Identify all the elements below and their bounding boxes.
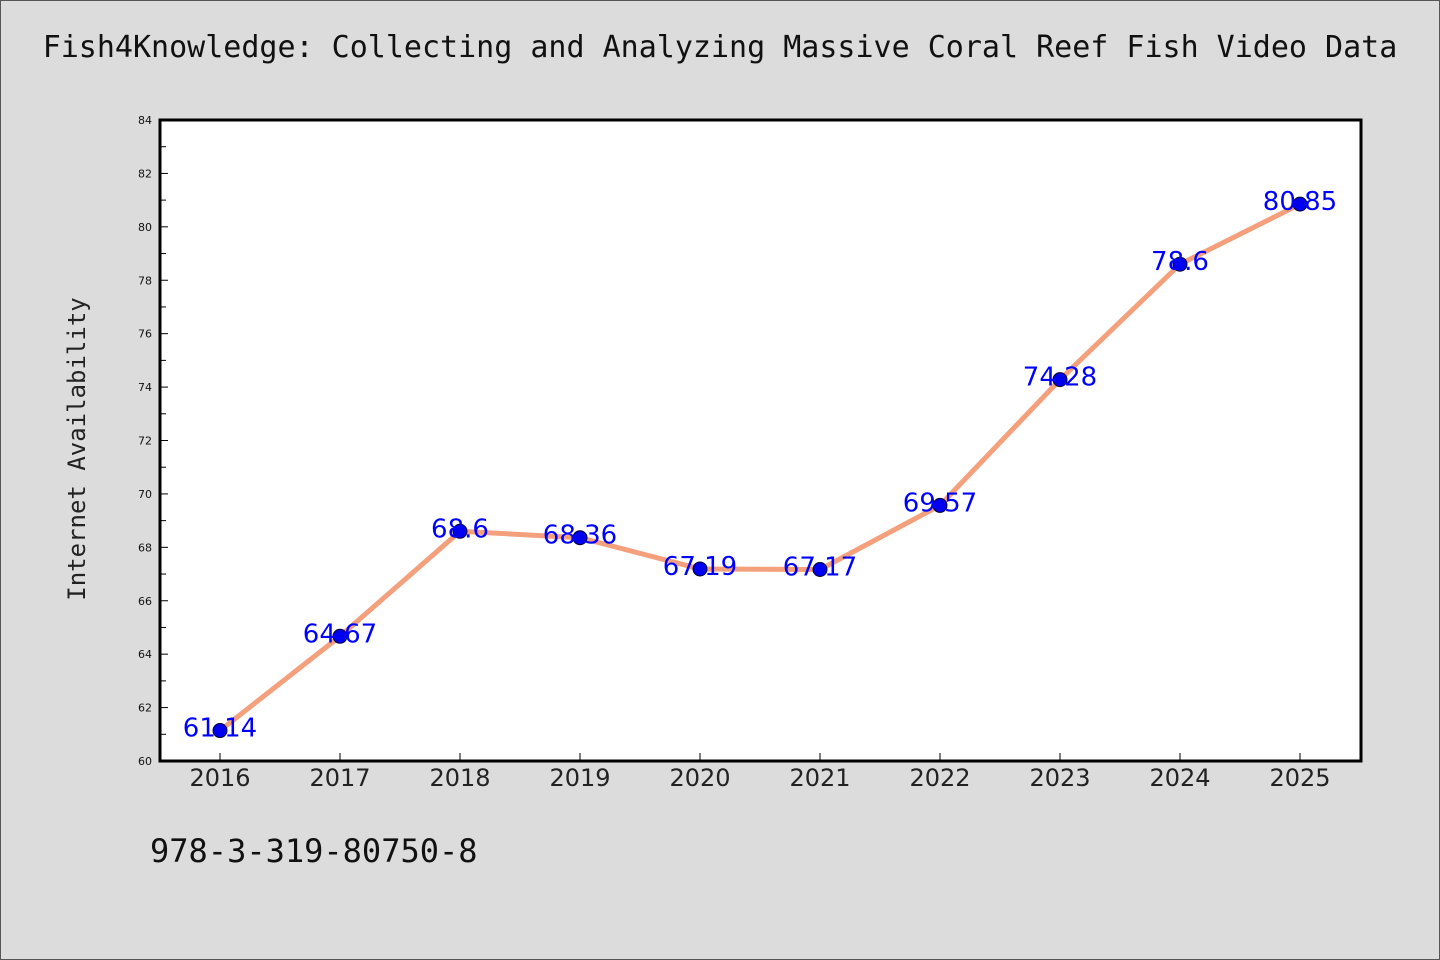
- data-point: [812, 562, 828, 578]
- y-tick-label: 66: [138, 595, 152, 608]
- y-tick-label: 64: [138, 648, 152, 661]
- y-tick-label: 76: [138, 328, 152, 341]
- chart-title: Fish4Knowledge: Collecting and Analyzing…: [42, 30, 1398, 65]
- data-label: 78.6: [1151, 247, 1209, 277]
- x-tick-label: 2022: [909, 764, 970, 792]
- data-point: [1292, 196, 1308, 212]
- data-label: 67.19: [663, 552, 737, 582]
- y-tick-label: 82: [138, 167, 152, 180]
- data-point: [572, 530, 588, 546]
- data-point: [1052, 372, 1068, 388]
- data-label: 67.17: [783, 553, 857, 583]
- y-tick-label: 74: [138, 381, 152, 394]
- y-tick-label: 72: [138, 435, 152, 448]
- data-label: 69.57: [903, 488, 977, 518]
- data-point: [212, 723, 228, 739]
- y-tick-label: 62: [138, 702, 152, 715]
- data-point: [692, 561, 708, 577]
- data-label: 68.6: [431, 514, 489, 544]
- data-markers: [212, 196, 1308, 739]
- data-point: [332, 628, 348, 644]
- data-point: [932, 497, 948, 513]
- series-line: [217, 201, 1303, 734]
- data-label: 74.28: [1023, 363, 1097, 393]
- data-label: 80.85: [1263, 187, 1337, 217]
- y-tick-label: 70: [138, 488, 152, 501]
- x-tick-label: 2018: [429, 764, 490, 792]
- x-tick-label: 2025: [1269, 764, 1330, 792]
- isbn-text: 978-3-319-80750-8: [150, 832, 478, 870]
- data-labels: 61.14 64.67 68.6 68.36 67.19 67.17 69.57 74.28 7…: [183, 187, 1337, 743]
- y-tick-label: 60: [138, 755, 152, 768]
- y-axis: 60 62 64 66 68 70 72 74 76 78 80 82 84: [138, 114, 168, 768]
- x-tick-label: 2017: [309, 764, 370, 792]
- x-axis: 2016 2017 2018 2019 2020 2021 2022 2023 2024 2025: [189, 753, 1331, 792]
- x-tick-label: 2019: [549, 764, 610, 792]
- data-label: 68.36: [543, 521, 617, 551]
- x-tick-label: 2020: [669, 764, 730, 792]
- y-tick-label: 84: [138, 114, 152, 127]
- x-tick-label: 2023: [1029, 764, 1090, 792]
- x-tick-label: 2021: [789, 764, 850, 792]
- x-tick-label: 2016: [189, 764, 250, 792]
- y-tick-label: 78: [138, 274, 152, 287]
- y-tick-label: 80: [138, 221, 152, 234]
- data-point: [1172, 256, 1188, 272]
- data-point: [452, 523, 468, 539]
- x-tick-label: 2024: [1149, 764, 1210, 792]
- data-label: 61.14: [183, 714, 257, 744]
- data-label: 64.67: [303, 619, 377, 649]
- y-tick-label: 68: [138, 541, 152, 554]
- plot-area: [158, 118, 1363, 763]
